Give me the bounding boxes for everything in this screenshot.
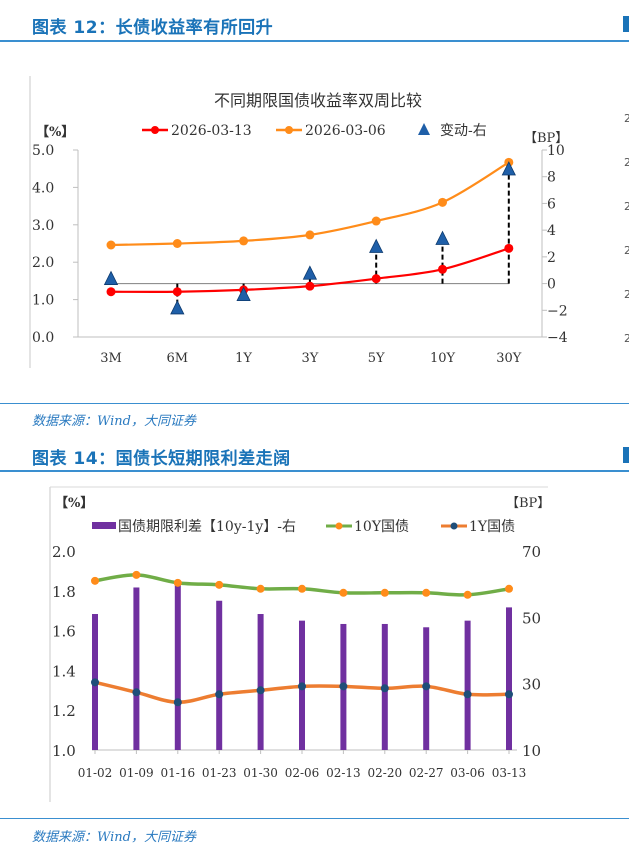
chart-legend: 2026-03-13 2026-03-06 变动-右 — [142, 123, 487, 139]
term-spread-chart: 【%】 【BP】 国债期限利差【10y-1y】-右 10Y国债 1Y国债 2.0 1.… — [49, 486, 550, 802]
svg-text:10: 10 — [522, 742, 541, 760]
svg-text:70: 70 — [522, 543, 541, 561]
chart-plot-area — [103, 157, 516, 315]
svg-text:1Y国债: 1Y国债 — [469, 519, 515, 535]
svg-text:01-30: 01-30 — [243, 766, 278, 780]
svg-text:10Y国债: 10Y国债 — [354, 519, 409, 535]
svg-text:1.4: 1.4 — [52, 662, 76, 680]
left-axis-unit: 【%】 — [36, 124, 74, 140]
heading-divider — [0, 470, 629, 472]
right-axis-unit: 【BP】 — [506, 496, 550, 511]
figure-14-heading: 图表 14：国债长短期限利差走阔 — [32, 449, 291, 469]
svg-text:8: 8 — [547, 170, 556, 186]
next-column-heading-marker — [623, 447, 629, 463]
chart-axes: 2.0 1.8 1.6 1.4 1.2 1.0 70 50 30 10 01-02 01-09 01-1… — [52, 543, 541, 780]
svg-text:国债期限利差【10y-1y】-右: 国债期限利差【10y-1y】-右 — [118, 519, 296, 535]
heading-divider — [0, 40, 629, 42]
svg-text:1Y: 1Y — [235, 351, 252, 366]
svg-text:1.8: 1.8 — [52, 583, 76, 601]
clipped-axis-digit: 2 — [624, 288, 629, 301]
svg-text:10: 10 — [547, 143, 565, 159]
svg-text:02-06: 02-06 — [285, 766, 320, 780]
chart-title: 不同期限国债收益率双周比较 — [214, 91, 422, 110]
svg-text:2: 2 — [547, 250, 556, 266]
yield-comparison-chart: 不同期限国债收益率双周比较 【%】 【BP】 2026-03-13 2026-03… — [29, 76, 568, 368]
svg-text:4: 4 — [547, 223, 556, 239]
svg-text:01-16: 01-16 — [161, 766, 196, 780]
clipped-axis-digit: 2 — [624, 112, 629, 125]
svg-text:30Y: 30Y — [496, 351, 522, 366]
svg-text:2026-03-13: 2026-03-13 — [171, 123, 252, 139]
svg-text:3.0: 3.0 — [32, 218, 54, 234]
chart-plot-area — [91, 570, 513, 750]
svg-text:4.0: 4.0 — [32, 180, 54, 196]
svg-text:01-23: 01-23 — [202, 766, 237, 780]
clipped-axis-digit: 2 — [624, 332, 629, 345]
svg-text:3M: 3M — [100, 351, 122, 366]
svg-text:30: 30 — [522, 676, 541, 694]
svg-text:5Y: 5Y — [368, 351, 385, 366]
svg-text:1.2: 1.2 — [52, 702, 76, 720]
svg-text:5.0: 5.0 — [32, 143, 54, 159]
source-divider — [0, 818, 629, 819]
svg-text:02-27: 02-27 — [409, 766, 444, 780]
svg-text:2.0: 2.0 — [32, 255, 54, 271]
svg-text:2026-03-06: 2026-03-06 — [305, 123, 386, 139]
svg-text:10Y: 10Y — [430, 351, 456, 366]
right-axis-unit: 【BP】 — [524, 131, 568, 146]
svg-text:01-02: 01-02 — [78, 766, 113, 780]
svg-text:50: 50 — [522, 609, 541, 627]
clipped-axis-digit: 2 — [624, 156, 629, 169]
svg-text:2.0: 2.0 — [52, 543, 76, 561]
svg-text:02-20: 02-20 — [368, 766, 403, 780]
source-divider — [0, 403, 629, 404]
clipped-axis-digit: 2 — [624, 200, 629, 213]
next-column-heading-marker — [623, 16, 629, 32]
svg-text:1.6: 1.6 — [52, 623, 76, 641]
svg-text:03-06: 03-06 — [450, 766, 485, 780]
svg-text:1.0: 1.0 — [32, 293, 54, 309]
figure-14-source: 数据来源：Wind，大同证券 — [32, 830, 196, 845]
figure-12-heading: 图表 12：长债收益率有所回升 — [32, 18, 274, 38]
chart-legend: 国债期限利差【10y-1y】-右 10Y国债 1Y国债 — [92, 519, 515, 535]
svg-text:−2: −2 — [547, 303, 568, 319]
clipped-axis-digit: 2 — [624, 244, 629, 257]
svg-text:01-09: 01-09 — [119, 766, 154, 780]
svg-text:0: 0 — [547, 277, 556, 293]
svg-text:3Y: 3Y — [301, 351, 318, 366]
svg-text:0.0: 0.0 — [32, 330, 54, 346]
svg-text:03-13: 03-13 — [492, 766, 527, 780]
figure-12-source: 数据来源：Wind，大同证券 — [32, 414, 196, 429]
left-axis-unit: 【%】 — [55, 495, 93, 511]
svg-text:02-13: 02-13 — [326, 766, 361, 780]
svg-text:1.0: 1.0 — [52, 742, 76, 760]
svg-text:6M: 6M — [167, 351, 189, 366]
chart-axes: 5.0 4.0 3.0 2.0 1.0 0.0 10 8 6 4 2 0 −2 −4 3M 6M 1Y 3Y 5Y 1… — [32, 143, 568, 366]
svg-text:变动-右: 变动-右 — [440, 123, 487, 139]
svg-text:6: 6 — [547, 196, 556, 212]
svg-text:−4: −4 — [547, 330, 568, 346]
